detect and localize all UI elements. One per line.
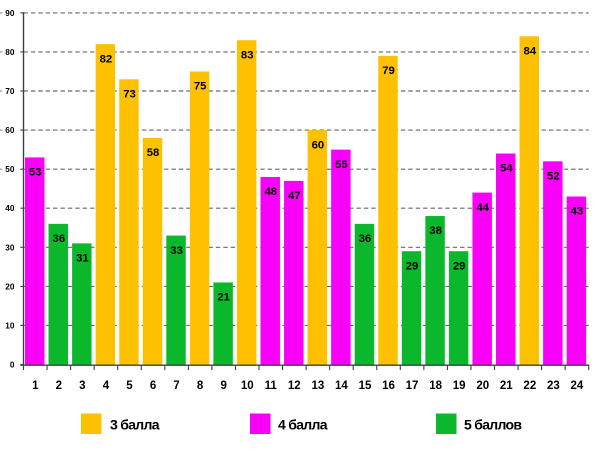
svg-text:55: 55 <box>335 159 348 171</box>
svg-text:21: 21 <box>500 380 513 392</box>
svg-text:70: 70 <box>5 87 15 96</box>
svg-text:8: 8 <box>197 380 204 392</box>
svg-text:2: 2 <box>56 380 62 392</box>
svg-text:38: 38 <box>429 225 442 237</box>
svg-text:3: 3 <box>79 380 85 392</box>
svg-text:13: 13 <box>311 380 324 392</box>
svg-text:21: 21 <box>217 292 230 304</box>
svg-text:90: 90 <box>5 9 15 18</box>
svg-text:50: 50 <box>5 165 15 174</box>
svg-text:23: 23 <box>547 380 560 392</box>
svg-text:60: 60 <box>312 139 325 151</box>
svg-text:36: 36 <box>53 233 66 245</box>
svg-text:1: 1 <box>32 380 39 392</box>
svg-text:30: 30 <box>5 243 15 252</box>
svg-text:0: 0 <box>10 361 15 370</box>
svg-text:24: 24 <box>571 380 584 392</box>
svg-text:12: 12 <box>288 380 301 392</box>
svg-text:47: 47 <box>288 190 301 202</box>
svg-text:31: 31 <box>76 253 89 265</box>
svg-text:40: 40 <box>5 204 15 213</box>
svg-text:44: 44 <box>476 202 489 214</box>
svg-text:20: 20 <box>5 282 15 291</box>
svg-text:54: 54 <box>500 163 513 175</box>
svg-text:19: 19 <box>453 380 466 392</box>
svg-text:14: 14 <box>335 380 348 392</box>
svg-text:10: 10 <box>241 380 254 392</box>
svg-text:60: 60 <box>5 126 15 135</box>
svg-text:3 балла: 3 балла <box>110 417 160 433</box>
svg-text:43: 43 <box>571 206 584 218</box>
svg-text:33: 33 <box>170 245 183 257</box>
svg-text:79: 79 <box>382 65 395 77</box>
svg-text:10: 10 <box>5 321 15 330</box>
svg-text:9: 9 <box>220 380 226 392</box>
svg-text:5: 5 <box>126 380 133 392</box>
svg-text:29: 29 <box>406 260 419 272</box>
svg-text:36: 36 <box>359 233 372 245</box>
svg-text:75: 75 <box>194 81 207 93</box>
svg-text:84: 84 <box>524 46 537 58</box>
svg-text:52: 52 <box>547 171 560 183</box>
svg-text:80: 80 <box>5 48 15 57</box>
svg-text:15: 15 <box>359 380 372 392</box>
svg-text:7: 7 <box>173 380 179 392</box>
svg-text:4 балла: 4 балла <box>278 417 328 433</box>
svg-text:53: 53 <box>29 167 42 179</box>
svg-text:73: 73 <box>123 89 136 101</box>
svg-text:58: 58 <box>147 147 160 159</box>
svg-text:20: 20 <box>476 380 489 392</box>
svg-text:18: 18 <box>429 380 442 392</box>
svg-text:6: 6 <box>150 380 156 392</box>
svg-text:48: 48 <box>264 186 277 198</box>
svg-text:4: 4 <box>103 380 110 392</box>
svg-text:82: 82 <box>100 53 113 65</box>
svg-text:17: 17 <box>406 380 419 392</box>
svg-text:5 баллов: 5 баллов <box>464 417 522 433</box>
svg-text:11: 11 <box>265 380 278 392</box>
svg-text:29: 29 <box>453 260 466 272</box>
svg-text:83: 83 <box>241 49 254 61</box>
svg-text:22: 22 <box>523 380 536 392</box>
svg-text:16: 16 <box>382 380 395 392</box>
